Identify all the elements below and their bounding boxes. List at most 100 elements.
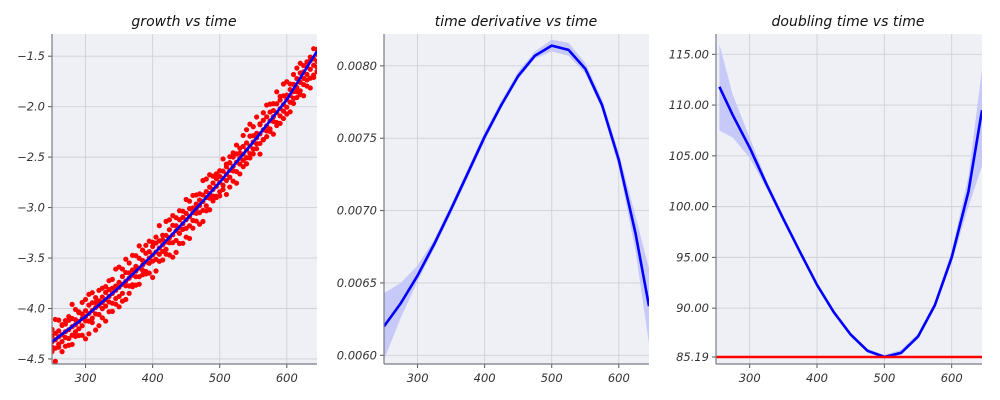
y-tick-label: 0.0070 [337, 204, 377, 218]
data-point [290, 100, 297, 107]
x-tick-label: 300 [739, 371, 761, 385]
data-point [307, 66, 313, 72]
y-tick-label: −3.5 [17, 251, 45, 265]
data-point [227, 160, 233, 166]
data-point [240, 132, 246, 139]
x-tick-label: 400 [142, 371, 164, 385]
data-point [103, 318, 109, 324]
data-point [207, 207, 213, 213]
data-point [93, 294, 99, 301]
data-point [314, 58, 317, 64]
data-point [166, 217, 173, 223]
data-point [314, 64, 317, 70]
y-tick-label: 0.0080 [337, 59, 377, 73]
data-point [173, 249, 179, 255]
y-tick-label: −4.0 [17, 301, 45, 315]
data-point [257, 151, 263, 157]
data-point [126, 260, 132, 266]
data-point [257, 121, 263, 127]
data-point [103, 283, 109, 290]
panel-growth: growth vs time 300 400 500 600 −4.5 −4.0 −3.5 −… [17, 14, 317, 385]
data-point [280, 115, 287, 122]
x-tick-label: 600 [608, 371, 630, 385]
panel-title: doubling time vs time [772, 14, 925, 30]
data-point [173, 237, 179, 244]
data-point [220, 156, 226, 162]
data-point [210, 180, 216, 186]
data-point [267, 126, 273, 132]
data-point [82, 336, 89, 342]
data-point [277, 97, 283, 103]
data-point [76, 326, 82, 332]
data-point [52, 326, 55, 332]
data-point [254, 146, 260, 152]
x-tick-label: 400 [806, 371, 828, 385]
data-point [86, 331, 92, 337]
data-point [156, 223, 162, 229]
data-point [300, 93, 307, 99]
data-point [89, 290, 95, 296]
data-point [79, 299, 85, 306]
data-point [294, 65, 300, 71]
data-point [69, 341, 75, 348]
y-tick-label: 90.00 [676, 301, 709, 315]
data-point [193, 218, 199, 224]
data-point [203, 203, 209, 209]
data-point [79, 332, 85, 338]
plot-area [52, 46, 317, 364]
y-tick-label: −3.0 [17, 201, 45, 215]
y-tick-label: 0.0075 [337, 131, 377, 145]
data-point [96, 323, 102, 329]
data-point [150, 243, 156, 250]
data-point [314, 68, 317, 75]
series-line [718, 86, 982, 359]
data-point [123, 256, 129, 262]
data-point [143, 242, 149, 248]
data-point [307, 85, 313, 91]
data-point [170, 254, 176, 260]
data-point [223, 177, 230, 184]
x-tick-label: 500 [873, 371, 895, 385]
plot-area [716, 44, 982, 359]
data-point [274, 101, 280, 107]
data-point [72, 329, 79, 335]
data-point [237, 171, 243, 177]
y-tick-label: 0.0065 [337, 276, 377, 290]
panel-title: time derivative vs time [435, 14, 597, 30]
data-point [287, 109, 293, 115]
data-point [257, 140, 263, 147]
data-point [109, 308, 115, 314]
data-point [264, 134, 270, 140]
data-point [243, 140, 250, 146]
data-point [116, 304, 122, 310]
data-point [304, 71, 310, 77]
data-point [314, 46, 317, 52]
data-point [52, 358, 58, 364]
x-tick-label: 300 [75, 371, 97, 385]
data-point [250, 151, 256, 157]
data-point [160, 257, 166, 263]
data-point [153, 234, 159, 240]
plot-background [384, 34, 649, 364]
data-point [59, 338, 65, 345]
data-point [166, 227, 173, 233]
x-tick-label: 600 [941, 371, 963, 385]
data-point [183, 210, 189, 216]
data-point [186, 235, 193, 242]
data-point [217, 193, 223, 199]
data-point [146, 270, 152, 276]
data-point [146, 249, 152, 255]
data-point [200, 218, 206, 225]
data-point [136, 281, 142, 287]
data-point [270, 131, 276, 137]
data-point [297, 88, 303, 94]
data-point [180, 240, 186, 246]
data-point [96, 311, 102, 318]
data-point [186, 198, 193, 204]
x-tick-label: 300 [407, 371, 429, 385]
panel-time-derivative: time derivative vs time 300 400 500 600 0.00… [337, 14, 649, 385]
data-point [66, 335, 72, 342]
data-point [56, 328, 62, 334]
data-point [264, 114, 270, 120]
series-line [384, 44, 649, 328]
